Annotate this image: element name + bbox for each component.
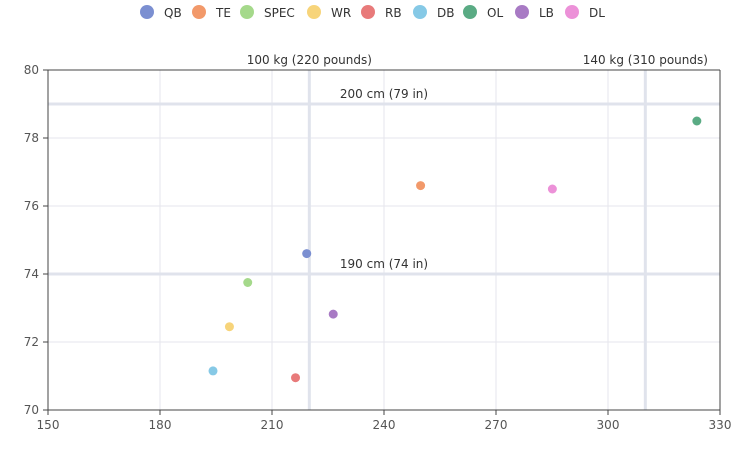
legend-marker-ol[interactable] [463,5,477,19]
y-tick-label: 76 [24,199,39,213]
legend-marker-db[interactable] [413,5,427,19]
y-tick-label: 80 [24,63,39,77]
reference-label: 190 cm (74 in) [340,257,428,271]
data-point-ol[interactable] [692,116,702,126]
legend-label-te[interactable]: TE [215,6,231,20]
legend-label-ol[interactable]: OL [487,6,503,20]
data-point-rb[interactable] [291,373,301,383]
reference-label: 200 cm (79 in) [340,87,428,101]
x-tick-label: 150 [37,418,60,432]
data-point-te[interactable] [416,181,426,191]
y-tick-label: 74 [24,267,39,281]
data-point-dl[interactable] [547,184,557,194]
legend-label-spec[interactable]: SPEC [264,6,295,20]
data-point-spec[interactable] [243,278,253,287]
legend-label-lb[interactable]: LB [539,6,554,20]
y-tick-label: 72 [24,335,39,349]
data-point-db[interactable] [208,366,218,376]
legend-marker-lb[interactable] [515,5,529,19]
legend-marker-spec[interactable] [240,5,254,19]
legend-marker-dl[interactable] [565,5,579,19]
legend-label-qb[interactable]: QB [164,6,182,20]
legend-marker-wr[interactable] [307,5,321,19]
data-point-lb[interactable] [328,309,338,319]
x-tick-label: 240 [373,418,396,432]
y-tick-label: 78 [24,131,39,145]
data-point-qb[interactable] [302,249,312,259]
x-tick-label: 270 [485,418,508,432]
x-tick-label: 330 [709,418,732,432]
data-point-wr[interactable] [224,322,234,332]
legend-label-wr[interactable]: WR [331,6,351,20]
legend-marker-te[interactable] [192,5,206,19]
x-tick-label: 300 [597,418,620,432]
reference-label: 140 kg (310 pounds) [583,53,708,67]
y-tick-label: 70 [24,403,39,417]
legend-marker-rb[interactable] [361,5,375,19]
x-tick-label: 180 [149,418,172,432]
reference-label: 100 kg (220 pounds) [247,53,372,67]
legend-label-db[interactable]: DB [437,6,454,20]
legend-label-rb[interactable]: RB [385,6,402,20]
legend-label-dl[interactable]: DL [589,6,605,20]
x-tick-label: 210 [261,418,284,432]
legend-marker-qb[interactable] [140,5,154,19]
